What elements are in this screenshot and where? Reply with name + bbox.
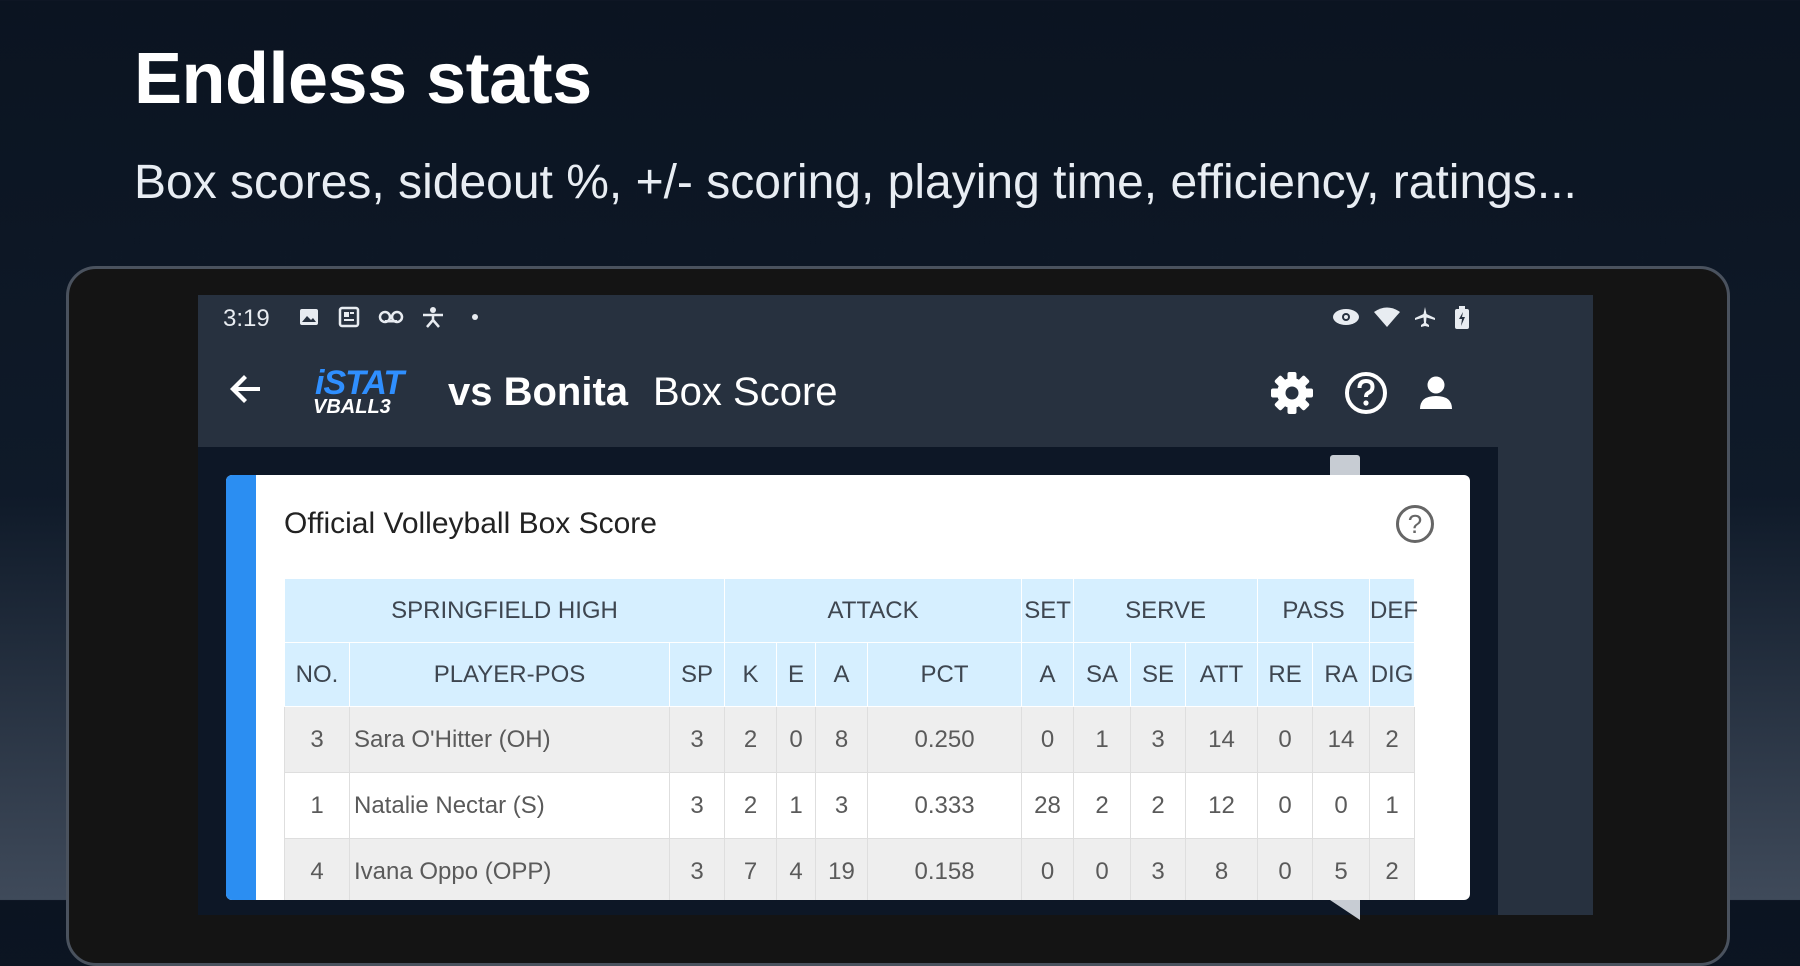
cell-pct: 0.333 (867, 772, 1023, 839)
cell-re: 0 (1257, 838, 1314, 900)
navigation-rail (1498, 447, 1593, 915)
settings-icon[interactable] (1268, 369, 1316, 417)
cell-set-a: 0 (1021, 706, 1075, 773)
cell-no: 1 (284, 772, 350, 839)
airplane-icon (1413, 306, 1437, 333)
box-score-table: SPRINGFIELD HIGH ATTACK SET SERVE PASS D… (283, 578, 1418, 900)
cell-dig: 2 (1369, 838, 1416, 900)
back-arrow-icon[interactable] (226, 369, 266, 416)
col-header-k[interactable]: K (724, 642, 778, 707)
opponent-label: vs Bonita (448, 370, 629, 414)
col-header-sa[interactable]: SA (1073, 642, 1132, 707)
cell-sa: 1 (1073, 706, 1132, 773)
cell-re: 0 (1257, 772, 1314, 839)
group-header-pass: PASS (1257, 578, 1371, 643)
logo-text-istat: iSTAT (315, 364, 404, 402)
col-header-pct[interactable]: PCT (867, 642, 1023, 707)
column-header-row: NO. PLAYER-POS SP K E A PCT A SA SE ATT … (284, 642, 1416, 707)
cell-e: 1 (776, 772, 817, 839)
col-header-sp[interactable]: SP (668, 642, 726, 707)
cell-player-pos: Sara O'Hitter (OH) (349, 706, 670, 773)
col-header-e[interactable]: E (776, 642, 817, 707)
cell-dig: 2 (1369, 706, 1416, 773)
battery-icon (1454, 306, 1470, 335)
card-help-icon[interactable]: ? (1396, 505, 1434, 543)
headline: Endless stats (134, 39, 592, 119)
eye-icon (1331, 306, 1361, 333)
accessibility-icon (420, 306, 446, 333)
cell-a: 3 (815, 772, 869, 839)
cell-dig: 1 (1369, 772, 1416, 839)
status-time: 3:19 (223, 305, 270, 332)
col-header-player-pos[interactable]: PLAYER-POS (349, 642, 670, 707)
cell-player-pos: Ivana Oppo (OPP) (349, 838, 670, 900)
col-header-re[interactable]: RE (1257, 642, 1314, 707)
group-header-attack: ATTACK (724, 578, 1023, 643)
cell-sa: 0 (1073, 838, 1132, 900)
dot-icon (470, 306, 480, 333)
cell-k: 2 (724, 772, 778, 839)
col-header-a[interactable]: A (815, 642, 869, 707)
cell-k: 7 (724, 838, 778, 900)
cell-ra: 14 (1312, 706, 1371, 773)
logo-text-vball: VBALL3 (313, 396, 391, 418)
cell-sp: 3 (668, 838, 726, 900)
cell-ra: 0 (1312, 772, 1371, 839)
cell-no: 4 (284, 838, 350, 900)
news-icon (338, 306, 360, 333)
cell-set-a: 28 (1021, 772, 1075, 839)
cell-player-pos: Natalie Nectar (S) (349, 772, 670, 839)
istat-logo: iSTAT VBALL3 (311, 366, 415, 422)
cell-set-a: 0 (1021, 838, 1075, 900)
cell-re: 0 (1257, 706, 1314, 773)
col-header-att[interactable]: ATT (1185, 642, 1259, 707)
cell-no: 3 (284, 706, 350, 773)
account-icon[interactable] (1412, 369, 1460, 417)
col-header-ra[interactable]: RA (1312, 642, 1371, 707)
help-icon[interactable] (1342, 369, 1390, 417)
cell-sp: 3 (668, 772, 726, 839)
subheadline: Box scores, sideout %, +/- scoring, play… (134, 156, 1577, 209)
page-title: Box Score (653, 370, 838, 414)
cell-k: 2 (724, 706, 778, 773)
col-header-set-a[interactable]: A (1021, 642, 1075, 707)
cell-a: 8 (815, 706, 869, 773)
card-title: Official Volleyball Box Score (284, 507, 657, 540)
image-icon (298, 306, 320, 333)
cell-se: 3 (1130, 838, 1187, 900)
col-header-no[interactable]: NO. (284, 642, 350, 707)
col-header-dig[interactable]: DIG (1369, 642, 1416, 707)
cell-se: 3 (1130, 706, 1187, 773)
cell-sa: 2 (1073, 772, 1132, 839)
wifi-icon (1373, 306, 1401, 333)
cell-pct: 0.158 (867, 838, 1023, 900)
box-score-card: Official Volleyball Box Score ? SPRINGFI… (226, 475, 1470, 900)
card-accent-bar (226, 475, 256, 900)
group-header-def: DEF (1369, 578, 1418, 643)
cell-e: 4 (776, 838, 817, 900)
table-row[interactable]: 4 Ivana Oppo (OPP) 3 7 4 19 0.158 0 0 3 … (284, 838, 1416, 900)
cell-se: 2 (1130, 772, 1187, 839)
cell-pct: 0.250 (867, 706, 1023, 773)
cell-att: 8 (1185, 838, 1259, 900)
voicemail-icon (378, 306, 404, 333)
table-row[interactable]: 3 Sara O'Hitter (OH) 3 2 0 8 0.250 0 1 3… (284, 706, 1416, 773)
app-bar: iSTAT VBALL3 vs Bonita Box Score (198, 339, 1593, 447)
group-header-set: SET (1021, 578, 1075, 643)
group-header-row: SPRINGFIELD HIGH ATTACK SET SERVE PASS D… (283, 578, 1418, 643)
cell-ra: 5 (1312, 838, 1371, 900)
col-header-se[interactable]: SE (1130, 642, 1187, 707)
cell-att: 14 (1185, 706, 1259, 773)
group-header-serve: SERVE (1073, 578, 1259, 643)
group-header-team: SPRINGFIELD HIGH (283, 578, 726, 643)
cell-att: 12 (1185, 772, 1259, 839)
cell-a: 19 (815, 838, 869, 900)
cell-sp: 3 (668, 706, 726, 773)
cell-e: 0 (776, 706, 817, 773)
table-row[interactable]: 1 Natalie Nectar (S) 3 2 1 3 0.333 28 2 … (284, 772, 1416, 839)
status-bar: 3:19 (198, 295, 1593, 339)
